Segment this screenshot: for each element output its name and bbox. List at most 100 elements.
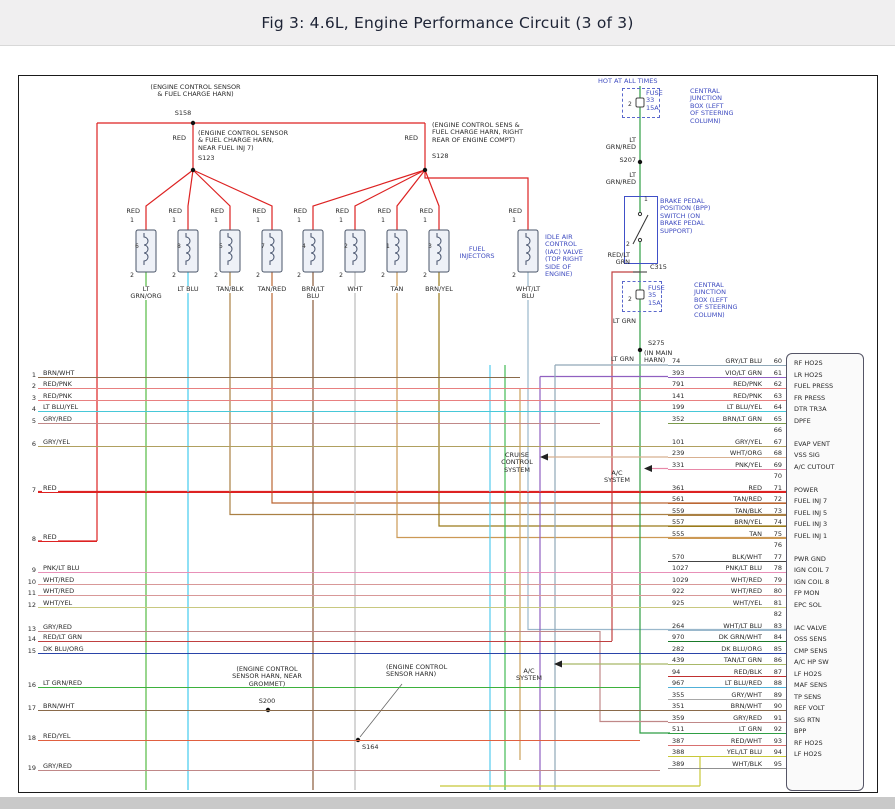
pcm-pin-function: A/C CUTOUT [794,462,835,471]
circuit-number: 101 [672,437,685,446]
wire-color-label: RED/BLK [733,667,762,676]
circuit-number: 352 [672,414,685,423]
injector-output-wire-color: BRN/YEL [422,285,456,294]
s275-id: S275 [648,339,665,347]
left-pin-number: 2 [31,382,36,390]
injector-number: 8 [177,243,181,250]
wire-line [668,710,786,711]
wire-color-label: WHT/RED [730,587,762,595]
s207-id: S207 [619,156,636,164]
injector-pin-1: 1 [381,217,385,224]
circuit-number: 559 [672,506,685,515]
injector-label-cluster: RED 1 2 WHT/LT BLU [488,205,568,305]
wire-color-label: WHT/RED [42,587,76,595]
wire-color-label: WHT/RED [730,575,762,584]
wire-color-label: RED [42,533,58,541]
left-pin-row: 13 GRY/RED [26,623,806,635]
wire-line [668,733,786,734]
wire-line [38,740,640,741]
circuit-number: 359 [672,713,685,722]
wire-line [668,618,786,619]
wire-color-label: TAN/RED [733,495,762,503]
ac-system-label-2: A/C SYSTEM [516,667,542,683]
left-pin-number: 17 [27,704,36,712]
title-bar: Fig 3: 4.6L, Engine Performance Circuit … [0,0,895,46]
left-pin-number: 16 [27,681,36,689]
wire-line [668,721,786,723]
lt-grn-label-1: LT GRN [612,317,636,325]
circuit-number: 355 [672,690,685,699]
circuit-number: 393 [672,368,685,377]
left-pin-number: 19 [27,764,36,772]
wire-line [668,480,786,481]
wire-line [668,767,786,769]
pcm-pin-row: 94 RED/BLK 87 LF HO2S [668,668,864,680]
wire-line [668,629,786,631]
fuse35-label: FUSE 35 15A [648,284,665,307]
wire-color-label: DK GRN/WHT [718,633,762,641]
injector-pin-1: 1 [172,217,176,224]
left-pin-number: 15 [27,646,36,655]
bpp-pin-1: 1 [644,196,648,203]
pcm-pin-number: 92 [773,725,782,733]
pcm-pin-function: LF HO2S [794,669,822,678]
injector-pin-2: 2 [339,272,343,279]
left-pin-row: 16 LT GRN/RED [26,679,806,691]
pcm-connector-box [786,353,864,791]
wire-line [668,445,786,447]
pcm-pin-function: FUEL INJ 7 [794,497,828,505]
pcm-pin-row: 570 BLK/WHT 77 PWR GND [668,553,864,565]
harn-note: (ENGINE CONTROL SENSOR HARN) [386,663,448,679]
pcm-pin-row: 922 WHT/RED 80 FP MON [668,587,864,599]
s200-id: S200 [258,697,276,705]
injector-pin-1: 1 [130,217,134,224]
pcm-pin-row: 791 RED/PNK 62 FUEL PRESS [668,380,864,392]
injector-pin-1: 1 [423,217,427,224]
pcm-pin-function: DTR TR3A [794,405,827,413]
pcm-pin-row: 331 PNK/YEL 69 A/C CUTOUT [668,461,864,473]
injector-pin-2: 2 [256,272,260,279]
wire-color-label: RED/WHT [730,736,762,745]
pcm-pin-number: 91 [773,713,782,722]
wire-line [38,376,520,378]
wire-line [38,541,97,542]
pcm-pin-row: 557 BRN/YEL 74 FUEL INJ 3 [668,518,864,530]
left-pin-number: 10 [27,577,36,586]
circuit-number: 1029 [672,575,689,584]
injector-output-wire-color: WHT/LT BLU [511,285,545,301]
left-pin-number: 7 [31,485,36,494]
circuit-number: 361 [672,483,685,492]
pcm-pin-row: 439 TAN/LT GRN 86 A/C HP SW [668,656,864,668]
s128-note: (ENGINE CONTROL SENS & FUEL CHARGE HARN,… [432,121,524,144]
wire-color-label: LT GRN/RED [42,679,83,687]
pcm-pin-function: IGN COIL 7 [794,566,830,574]
injector-pin-2: 2 [214,272,218,279]
wire-color-label: PNK/LT BLU [725,564,762,572]
wire-line [668,411,786,412]
left-pin-number: 18 [27,734,36,742]
injector-top-wire-label: RED [252,207,266,215]
pcm-pin-function: FUEL INJ 5 [794,508,828,517]
pcm-pin-row: 393 VIO/LT GRN 61 LR HO2S [668,369,864,381]
pcm-pin-function: EPC SOL [794,600,822,609]
pcm-pin-number: 79 [773,575,782,584]
pcm-pin-row: 511 LT GRN 92 BPP [668,725,864,737]
wire-line [38,631,600,632]
wire-line [668,606,786,608]
pcm-pin-row: 282 DK BLU/ORG 85 CMP SENS [668,645,864,657]
circuit-number: 557 [672,518,685,526]
pcm-pin-row: 389 WHT/BLK 95 [668,760,864,772]
pcm-pin-row: 967 LT BLU/RED 88 MAF SENS [668,679,864,691]
central-junction-box-label-2: CENTRAL JUNCTION BOX (LEFT OF STEERING C… [694,281,738,319]
injector-top-wire-label: RED [335,207,349,215]
pcm-pin-number: 60 [773,357,782,365]
wire-color-label: RED/YEL [42,732,72,740]
wire-color-label: VIO/LT GRN [725,368,762,377]
pcm-pin-row: 1029 WHT/RED 79 IGN COIL 8 [668,576,864,588]
pcm-pin-row: 70 [668,472,864,484]
wire-color-label: GRY/RED [42,623,73,631]
pcm-pin-number: 63 [773,391,782,400]
bottom-gray-strip [0,797,895,809]
pcm-pin-number: 95 [773,759,782,768]
